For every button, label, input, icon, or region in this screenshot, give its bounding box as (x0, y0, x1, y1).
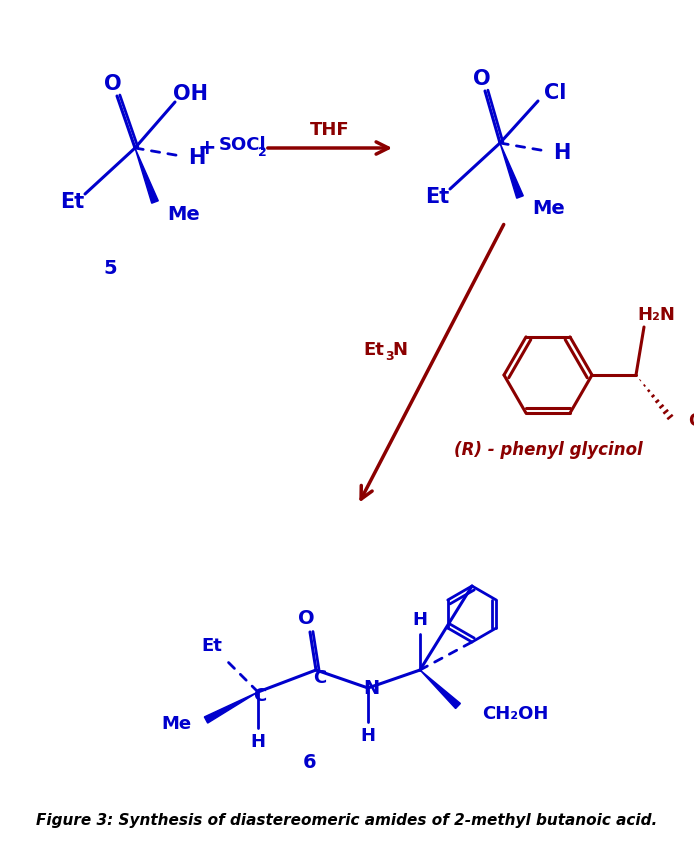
Text: H: H (360, 727, 375, 745)
Text: Me: Me (167, 205, 200, 223)
Text: +: + (198, 138, 217, 158)
Polygon shape (135, 148, 158, 203)
Text: O: O (298, 608, 314, 628)
Text: H₂N: H₂N (637, 306, 675, 324)
Text: OH: OH (688, 412, 694, 430)
Text: 3: 3 (385, 349, 393, 362)
Text: N: N (363, 678, 379, 697)
Text: Figure 3: Synthesis of diastereomeric amides of 2-methyl butanoic acid.: Figure 3: Synthesis of diastereomeric am… (36, 812, 658, 827)
Text: N: N (392, 341, 407, 359)
Text: H: H (553, 143, 570, 163)
Text: 6: 6 (303, 752, 317, 772)
Text: Et: Et (201, 637, 223, 655)
Text: OH: OH (174, 84, 208, 104)
Text: C: C (253, 687, 266, 705)
Text: 2: 2 (258, 146, 266, 158)
Text: CH₂OH: CH₂OH (482, 705, 548, 723)
Text: O: O (473, 69, 491, 89)
Text: H: H (188, 148, 205, 168)
Polygon shape (500, 143, 523, 198)
Text: H: H (412, 611, 428, 629)
Text: THF: THF (310, 121, 350, 139)
Text: Et: Et (363, 341, 384, 359)
Text: Et: Et (425, 187, 449, 207)
Text: Me: Me (532, 200, 565, 218)
Text: Me: Me (162, 715, 192, 733)
Text: 5: 5 (103, 259, 117, 277)
Text: H: H (251, 733, 266, 751)
Text: SOCl: SOCl (219, 136, 266, 154)
Text: Cl: Cl (544, 83, 566, 103)
Text: C: C (314, 669, 327, 687)
Text: O: O (104, 74, 122, 94)
Polygon shape (420, 670, 460, 709)
Text: Et: Et (60, 192, 84, 212)
Text: (R) - phenyl glycinol: (R) - phenyl glycinol (454, 441, 643, 459)
Polygon shape (204, 692, 258, 723)
